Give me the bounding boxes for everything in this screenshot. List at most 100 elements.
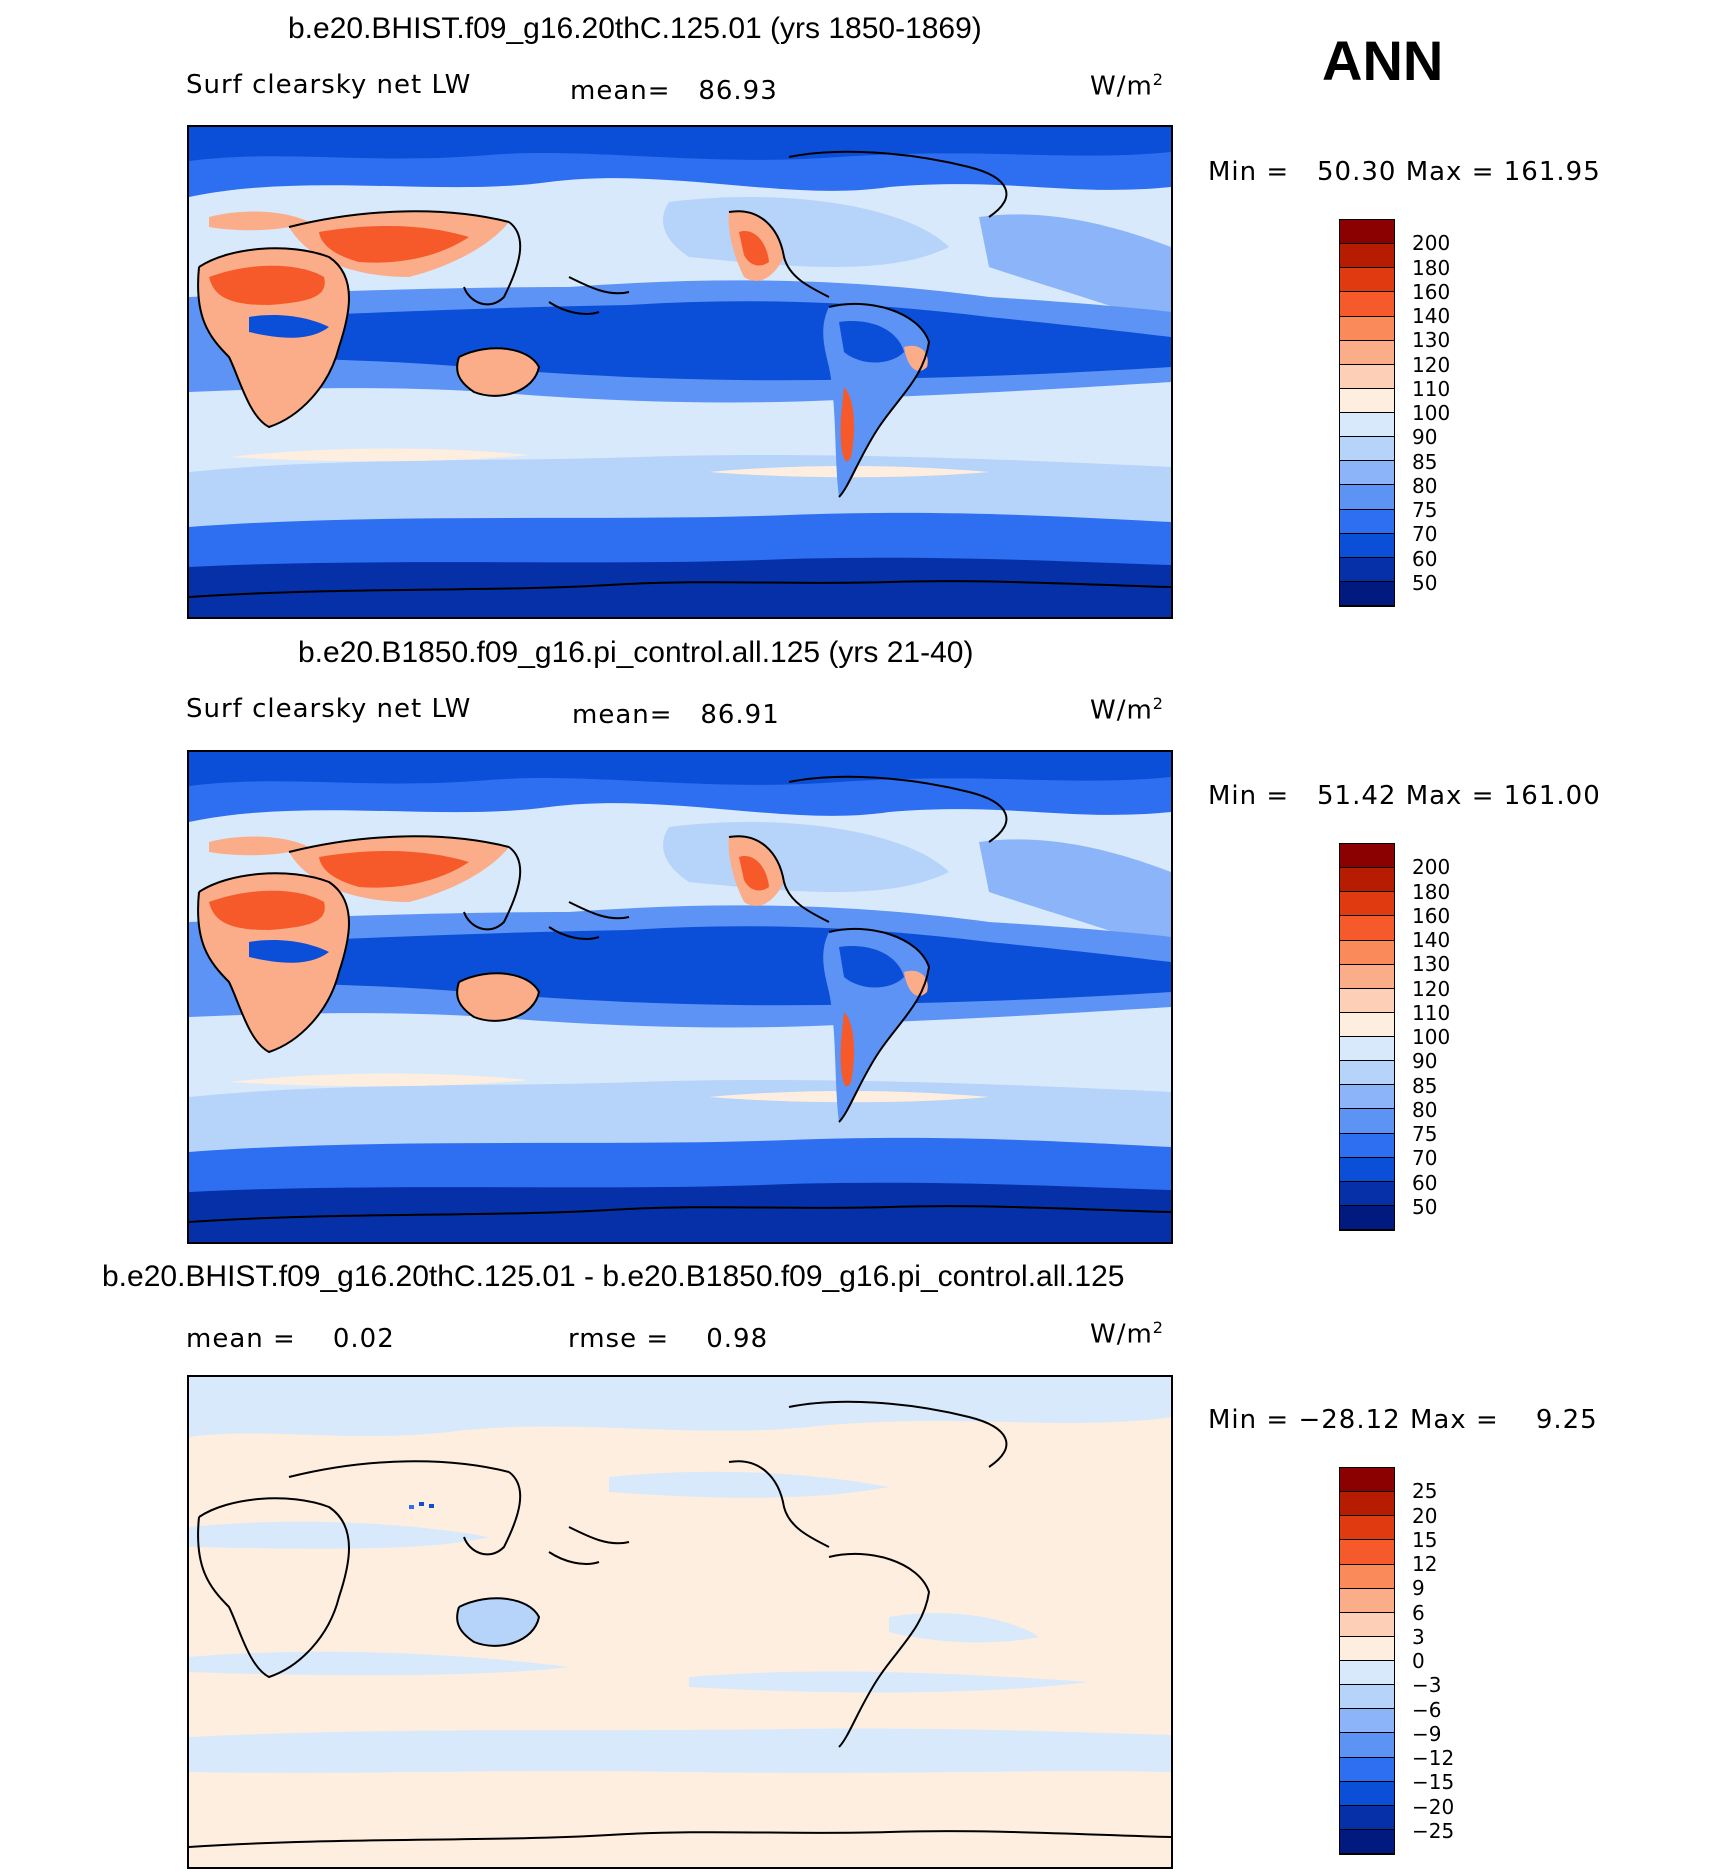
panel-3-map — [187, 1375, 1173, 1869]
colorbar-tick-label: 60 — [1412, 1170, 1438, 1195]
colorbar-swatch — [1340, 340, 1394, 365]
colorbar-tick-label: 12 — [1412, 1552, 1438, 1576]
colorbar-swatch — [1340, 581, 1394, 606]
panel-1-colorbar — [1339, 219, 1395, 607]
colorbar-tick-label: 130 — [1412, 952, 1451, 977]
colorbar-swatch — [1340, 1085, 1394, 1110]
colorbar-swatch — [1340, 988, 1394, 1013]
panel-1-minmax: Min = 50.30 Max = 161.95 — [1208, 157, 1601, 187]
colorbar-swatch — [1340, 892, 1394, 917]
colorbar-swatch — [1340, 1492, 1394, 1517]
colorbar-swatch — [1340, 364, 1394, 389]
colorbar-swatch — [1340, 1612, 1394, 1637]
colorbar-swatch — [1340, 413, 1394, 438]
colorbar-swatch — [1340, 1781, 1394, 1806]
colorbar-swatch — [1340, 916, 1394, 941]
colorbar-tick-label: 80 — [1412, 473, 1438, 498]
colorbar-swatch — [1340, 1829, 1394, 1854]
colorbar-tick-label: 90 — [1412, 1049, 1438, 1074]
panel-2-units: W/m2 — [1090, 694, 1164, 726]
colorbar-swatch — [1340, 1661, 1394, 1686]
colorbar-tick-label: 130 — [1412, 328, 1451, 353]
panel-1-title: b.e20.BHIST.f09_g16.20thC.125.01 (yrs 18… — [288, 12, 982, 45]
colorbar-tick-label: 3 — [1412, 1624, 1425, 1649]
colorbar-tick-label: 75 — [1412, 1122, 1438, 1146]
colorbar-tick-label: 9 — [1412, 1576, 1425, 1601]
colorbar-tick-label: 200 — [1412, 231, 1451, 256]
panel-3-mean: mean = 0.02 — [186, 1324, 395, 1354]
colorbar-tick-label: 180 — [1412, 879, 1451, 904]
colorbar-tick-label: −12 — [1412, 1746, 1455, 1770]
colorbar-tick-label: 160 — [1412, 903, 1451, 928]
panel-2-variable: Surf clearsky net LW — [186, 694, 472, 724]
colorbar-tick-label: 75 — [1412, 498, 1438, 522]
colorbar-swatch — [1340, 1540, 1394, 1565]
colorbar-swatch — [1340, 1636, 1394, 1661]
colorbar-tick-label: 110 — [1412, 1000, 1451, 1025]
colorbar-tick-label: 0 — [1412, 1649, 1425, 1673]
colorbar-swatch — [1340, 1037, 1394, 1062]
colorbar-swatch — [1340, 844, 1394, 869]
panel-1-mean: mean= 86.93 — [570, 76, 778, 106]
panel-2-map — [187, 750, 1173, 1244]
colorbar-swatch — [1340, 1012, 1394, 1037]
colorbar-tick-label: 85 — [1412, 449, 1438, 474]
colorbar-tick-label: 200 — [1412, 855, 1451, 880]
colorbar-tick-label: 60 — [1412, 546, 1438, 571]
colorbar-tick-label: 70 — [1412, 1146, 1438, 1171]
colorbar-swatch — [1340, 557, 1394, 582]
colorbar-tick-label: 120 — [1412, 976, 1451, 1001]
colorbar-swatch — [1340, 244, 1394, 269]
panel-3-title: b.e20.BHIST.f09_g16.20thC.125.01 - b.e20… — [102, 1260, 1125, 1293]
colorbar-swatch — [1340, 964, 1394, 989]
colorbar-tick-label: 100 — [1412, 401, 1451, 425]
colorbar-swatch — [1340, 1157, 1394, 1182]
colorbar-swatch — [1340, 509, 1394, 534]
panel-2-title: b.e20.B1850.f09_g16.pi_control.all.125 (… — [298, 636, 974, 669]
colorbar-swatch — [1340, 1805, 1394, 1830]
colorbar-swatch — [1340, 1133, 1394, 1158]
colorbar-tick-label: 90 — [1412, 425, 1438, 450]
colorbar-swatch — [1340, 461, 1394, 486]
colorbar-tick-label: −15 — [1412, 1770, 1455, 1795]
panel-1-units: W/m2 — [1090, 70, 1164, 102]
colorbar-tick-label: 85 — [1412, 1073, 1438, 1098]
colorbar-tick-label: 110 — [1412, 376, 1451, 401]
colorbar-swatch — [1340, 1205, 1394, 1230]
colorbar-swatch — [1340, 485, 1394, 510]
colorbar-tick-label: −25 — [1412, 1818, 1455, 1843]
colorbar-swatch — [1340, 1468, 1394, 1493]
colorbar-tick-label: 50 — [1412, 570, 1438, 595]
colorbar-swatch — [1340, 220, 1394, 245]
colorbar-swatch — [1340, 1061, 1394, 1086]
colorbar-swatch — [1340, 1757, 1394, 1782]
colorbar-tick-label: 25 — [1412, 1479, 1438, 1504]
colorbar-tick-label: −6 — [1412, 1697, 1442, 1722]
colorbar-tick-label: 50 — [1412, 1194, 1438, 1219]
colorbar-tick-label: 15 — [1412, 1527, 1438, 1552]
panel-2-colorbar — [1339, 843, 1395, 1231]
panel-3-rmse: rmse = 0.98 — [568, 1324, 769, 1354]
colorbar-swatch — [1340, 940, 1394, 965]
colorbar-tick-label: 6 — [1412, 1600, 1425, 1625]
colorbar-swatch — [1340, 1181, 1394, 1206]
colorbar-tick-label: 100 — [1412, 1025, 1451, 1049]
colorbar-swatch — [1340, 1516, 1394, 1541]
colorbar-swatch — [1340, 316, 1394, 341]
colorbar-swatch — [1340, 1685, 1394, 1710]
colorbar-swatch — [1340, 868, 1394, 893]
panel-3-units: W/m2 — [1090, 1318, 1164, 1350]
colorbar-swatch — [1340, 292, 1394, 317]
colorbar-tick-label: 140 — [1412, 304, 1451, 328]
colorbar-swatch — [1340, 533, 1394, 558]
season-label: ANN — [1322, 29, 1444, 92]
colorbar-tick-label: 180 — [1412, 255, 1451, 280]
colorbar-swatch — [1340, 1709, 1394, 1734]
colorbar-tick-label: 20 — [1412, 1503, 1438, 1528]
colorbar-swatch — [1340, 268, 1394, 293]
colorbar-tick-label: 160 — [1412, 279, 1451, 304]
panel-3-minmax: Min = −28.12 Max = 9.25 — [1208, 1405, 1598, 1435]
panel-2-mean: mean= 86.91 — [572, 700, 780, 730]
colorbar-tick-label: −3 — [1412, 1673, 1442, 1698]
colorbar-tick-label: 80 — [1412, 1097, 1438, 1122]
